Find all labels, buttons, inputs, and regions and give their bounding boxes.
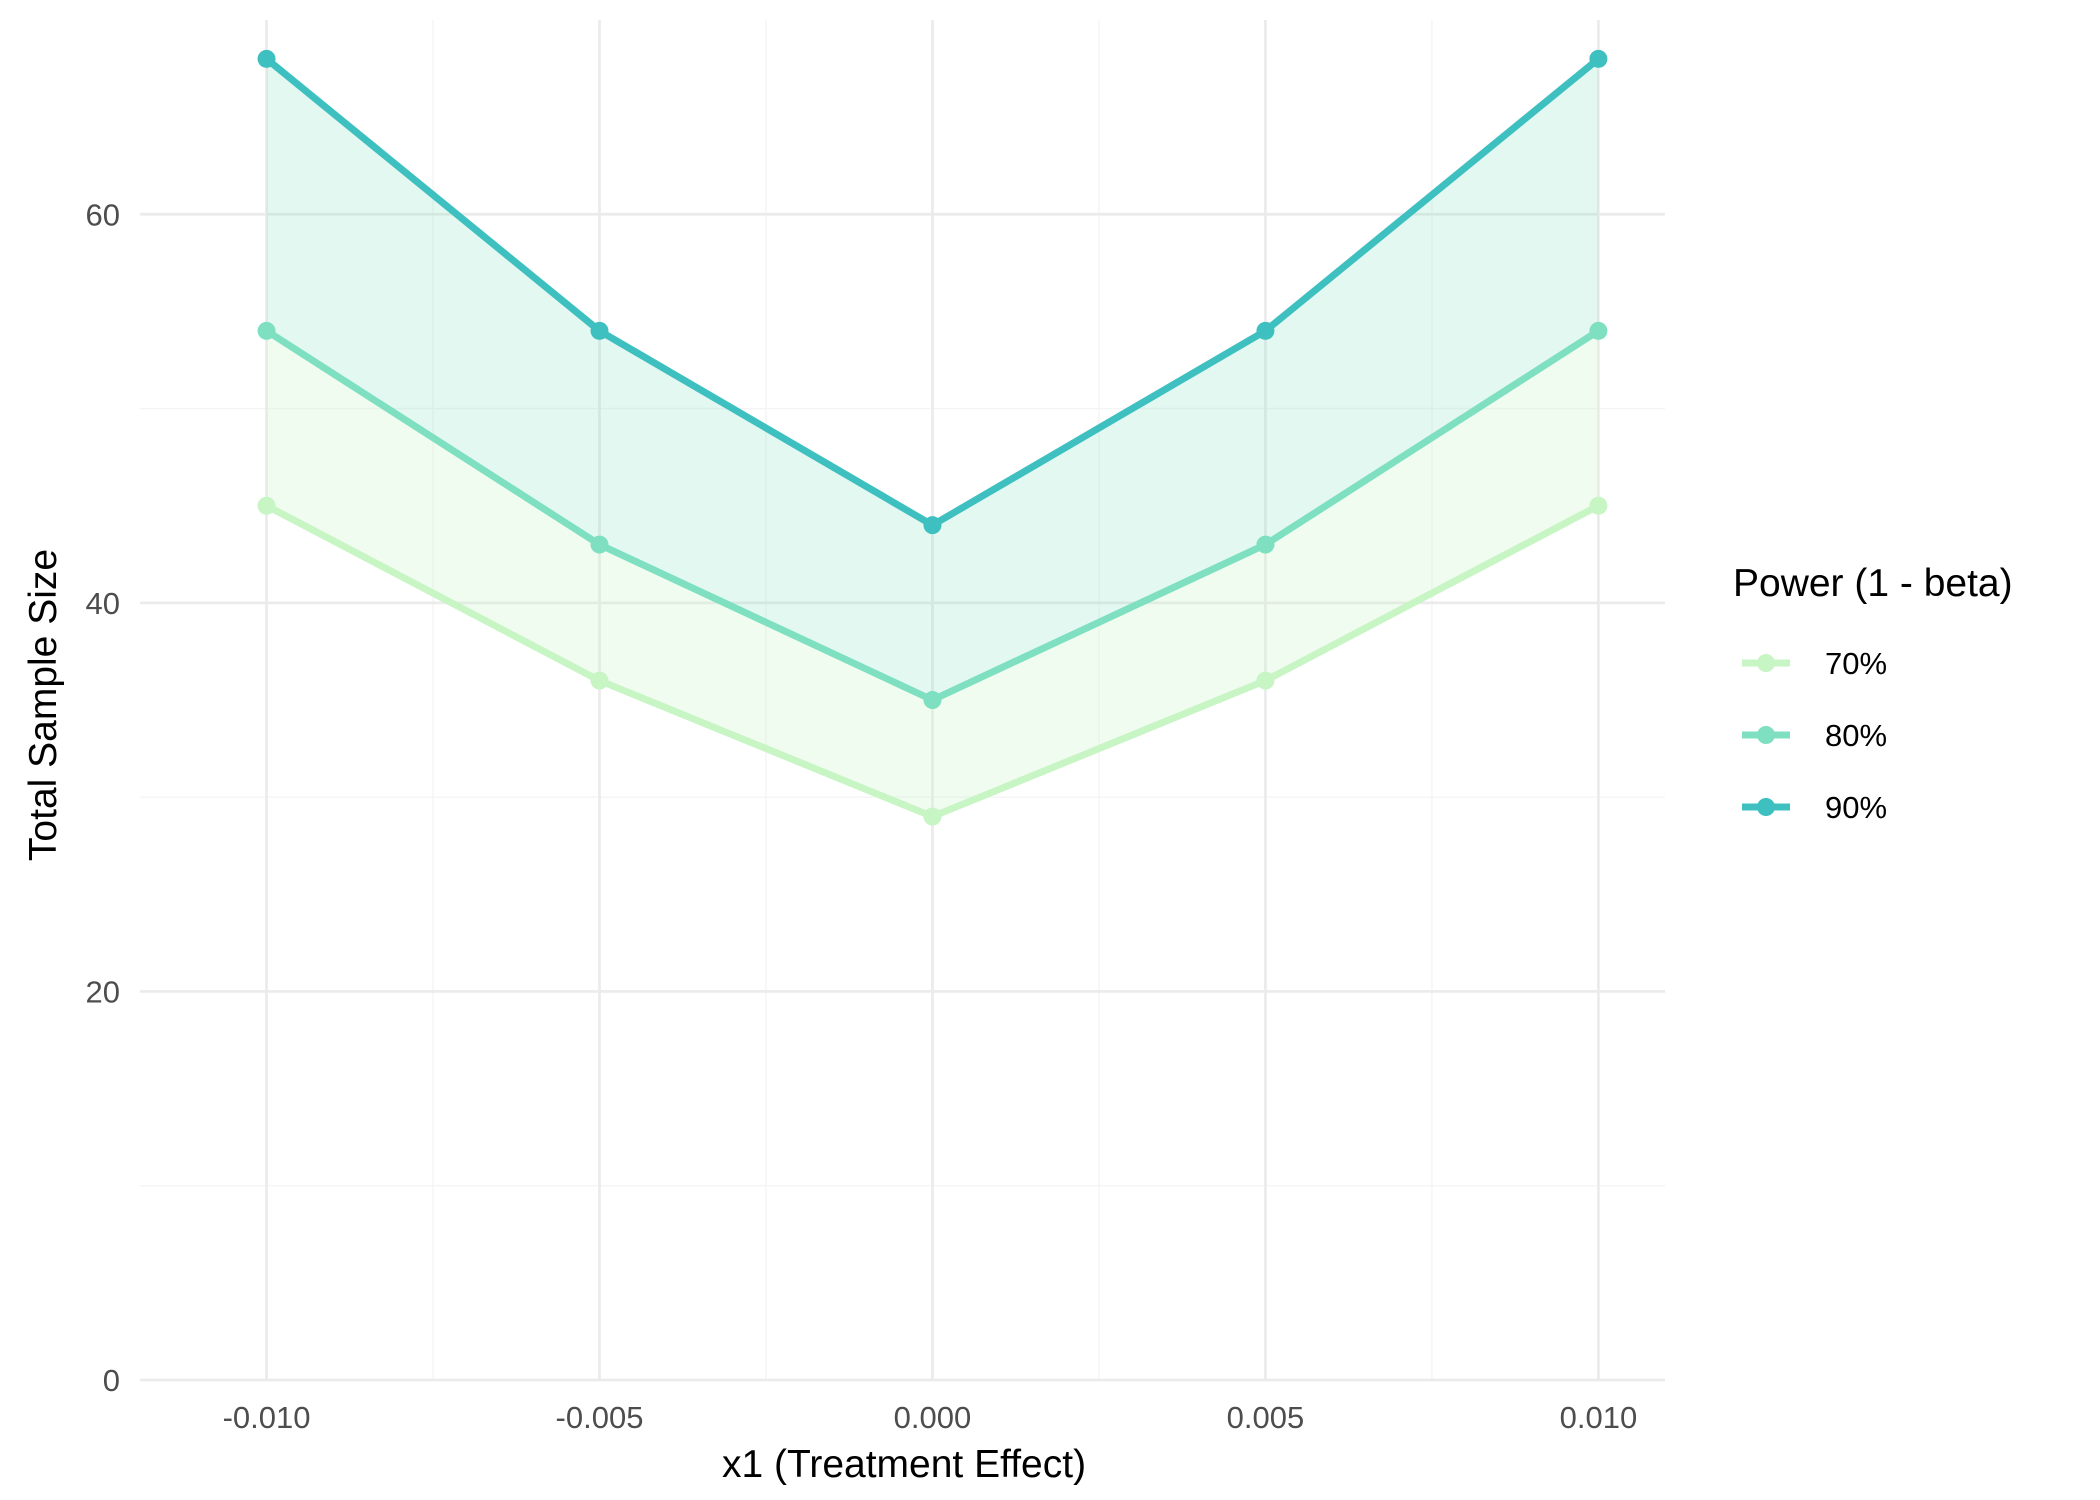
x-tick-labels: -0.010 -0.005 0.000 0.005 0.010	[223, 1400, 1638, 1435]
data-point	[590, 671, 609, 690]
y-tick-label: 0	[103, 1363, 120, 1398]
data-point	[1589, 321, 1608, 340]
legend-items: 70% 80% 90%	[1742, 646, 1887, 825]
legend-label: 90%	[1825, 790, 1887, 825]
data-point	[257, 321, 276, 340]
data-point	[590, 535, 609, 554]
x-tick-label: -0.005	[556, 1400, 644, 1435]
data-point	[1256, 535, 1275, 554]
data-point	[257, 496, 276, 515]
data-point	[923, 691, 942, 709]
data-point	[1589, 49, 1608, 68]
data-point	[1256, 321, 1275, 340]
y-tick-label: 40	[86, 586, 120, 621]
legend-label: 70%	[1825, 646, 1887, 681]
legend-key-point	[1757, 654, 1775, 672]
legend-label: 80%	[1825, 718, 1887, 753]
x-axis-title: x1 (Treatment Effect)	[722, 1443, 1086, 1486]
y-tick-labels: 0 20 40 60	[86, 197, 120, 1398]
y-axis-title: Total Sample Size	[22, 549, 65, 861]
legend: Power (1 - beta) 70% 80% 90%	[1733, 562, 2013, 825]
legend-key-point	[1757, 798, 1775, 816]
series-points	[257, 49, 1608, 826]
x-tick-label: 0.005	[1227, 1400, 1305, 1435]
data-point	[1256, 671, 1275, 690]
data-point	[923, 516, 942, 535]
y-tick-label: 60	[86, 197, 120, 232]
data-point	[923, 807, 942, 826]
legend-key-point	[1757, 726, 1775, 744]
x-tick-label: 0.000	[894, 1400, 972, 1435]
ribbon-band	[266, 330, 1599, 817]
x-tick-label: -0.010	[223, 1400, 311, 1435]
data-point	[590, 321, 609, 340]
data-point	[1589, 496, 1608, 515]
legend-title: Power (1 - beta)	[1733, 562, 2013, 605]
data-point	[257, 49, 276, 68]
minor-gridlines	[140, 20, 1665, 1380]
y-tick-label: 20	[86, 974, 120, 1009]
x-tick-label: 0.010	[1560, 1400, 1638, 1435]
